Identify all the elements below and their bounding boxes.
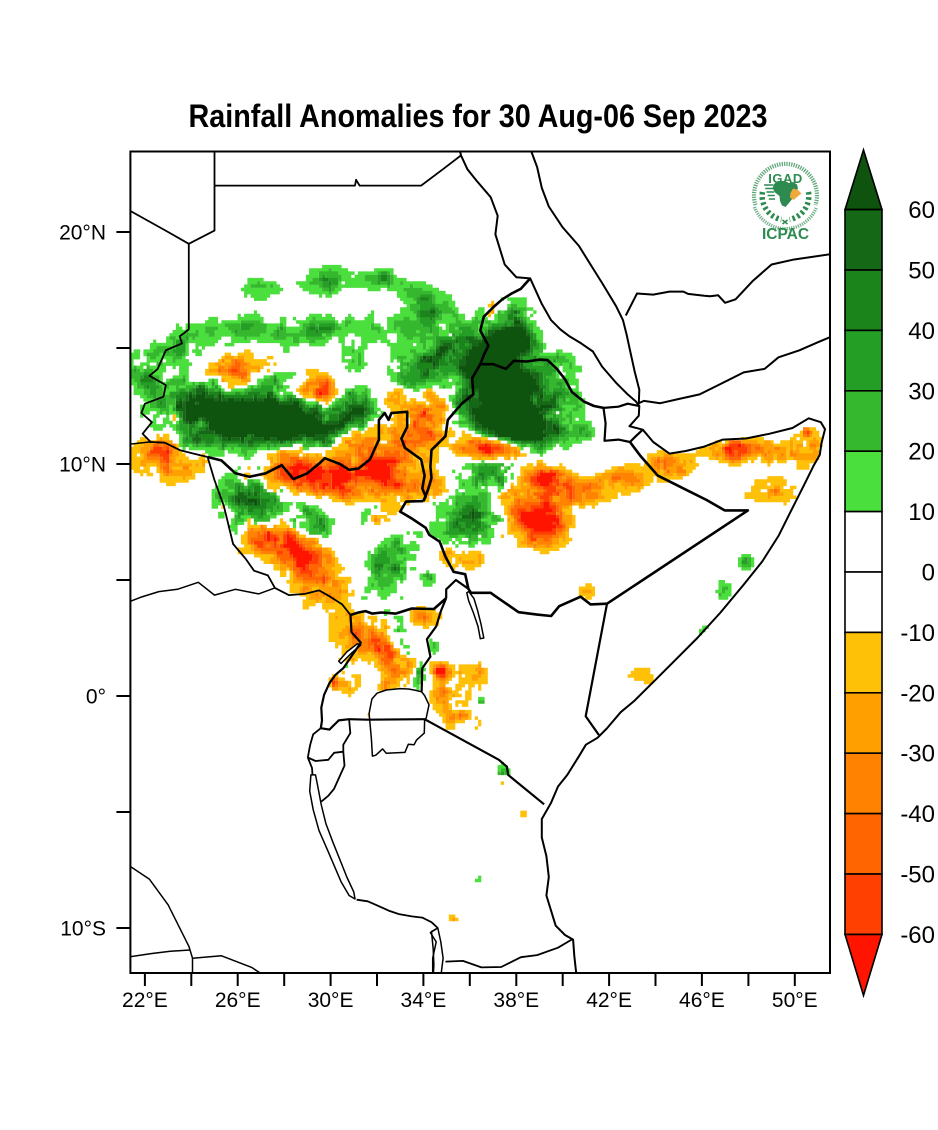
svg-text:50°E: 50°E bbox=[772, 989, 818, 1012]
svg-text:22°E: 22°E bbox=[122, 989, 168, 1012]
svg-text:10: 10 bbox=[908, 499, 935, 526]
svg-text:ICPAC: ICPAC bbox=[762, 226, 809, 243]
svg-text:10°S: 10°S bbox=[60, 918, 106, 941]
svg-text:26°E: 26°E bbox=[215, 989, 261, 1012]
svg-text:40: 40 bbox=[908, 318, 935, 345]
svg-text:-50: -50 bbox=[900, 862, 935, 889]
svg-text:-60: -60 bbox=[900, 922, 935, 949]
svg-text:-40: -40 bbox=[900, 801, 935, 828]
svg-text:42°E: 42°E bbox=[586, 989, 632, 1012]
svg-text:Rainfall Anomalies for 30 Aug-: Rainfall Anomalies for 30 Aug-06 Sep 202… bbox=[189, 98, 768, 134]
svg-text:38°E: 38°E bbox=[493, 989, 539, 1012]
svg-text:30: 30 bbox=[908, 378, 935, 405]
svg-text:-30: -30 bbox=[900, 741, 935, 768]
svg-text:0: 0 bbox=[922, 560, 935, 587]
svg-text:0°: 0° bbox=[86, 686, 106, 709]
svg-text:34°E: 34°E bbox=[401, 989, 447, 1012]
svg-text:-10: -10 bbox=[900, 620, 935, 647]
svg-text:20°N: 20°N bbox=[59, 222, 106, 245]
svg-text:20: 20 bbox=[908, 439, 935, 466]
svg-text:10°N: 10°N bbox=[59, 454, 106, 477]
svg-text:46°E: 46°E bbox=[679, 989, 725, 1012]
svg-text:-20: -20 bbox=[900, 680, 935, 707]
svg-text:50: 50 bbox=[908, 258, 935, 285]
svg-text:60: 60 bbox=[908, 197, 935, 224]
svg-text:30°E: 30°E bbox=[308, 989, 354, 1012]
